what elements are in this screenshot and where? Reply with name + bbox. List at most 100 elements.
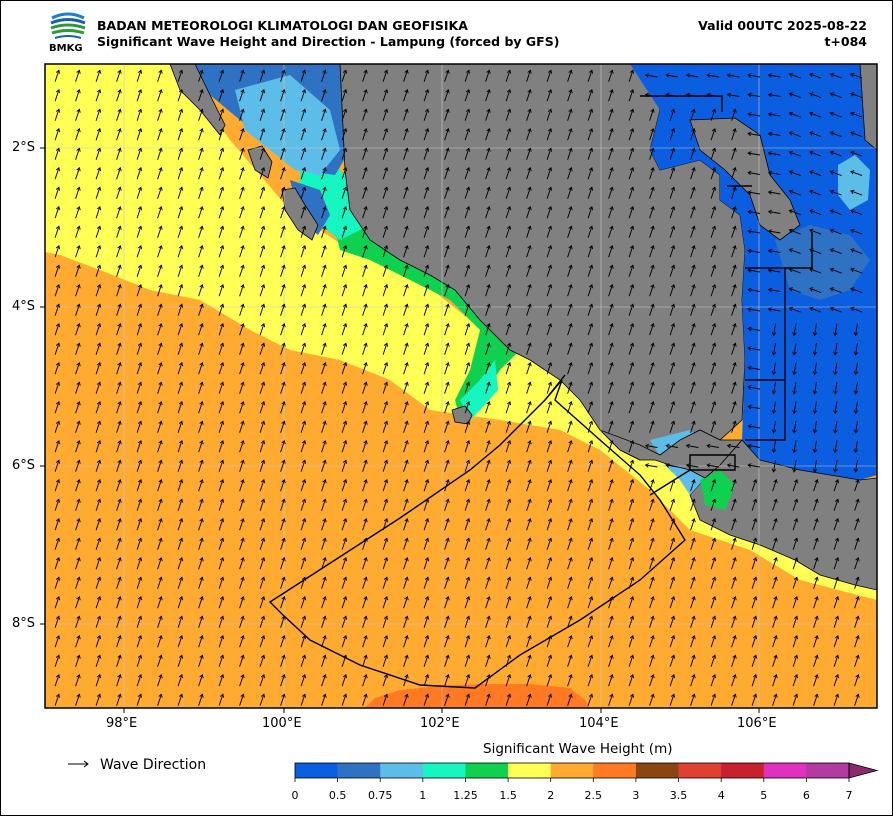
wave-arrow-head: [424, 693, 430, 698]
wave-arrow: [444, 655, 449, 667]
wave-arrow-head: [833, 332, 838, 337]
wave-arrow-head: [219, 244, 225, 250]
wave-arrow: [464, 616, 470, 628]
wave-arrow: [136, 382, 142, 394]
wave-arrow: [54, 635, 60, 648]
wave-arrow: [341, 362, 347, 375]
wave-arrow-head: [670, 576, 676, 581]
wave-arrow-head: [178, 127, 184, 133]
wave-arrow: [690, 655, 695, 667]
wave-arrow: [731, 206, 736, 219]
wave-arrow: [690, 616, 695, 628]
wave-arrow: [567, 187, 572, 199]
wave-arrow: [690, 694, 695, 706]
wave-arrow-head: [424, 654, 430, 659]
wave-arrow: [177, 557, 183, 570]
wave-arrow-head: [568, 537, 573, 542]
wave-arrow: [403, 206, 408, 219]
wave-arrow: [280, 538, 285, 550]
wave-arrow-head: [76, 205, 81, 211]
wave-arrow-head: [547, 147, 553, 152]
wave-arrow-head: [711, 498, 717, 503]
wave-arrow-head: [506, 108, 512, 113]
wave-arrow: [567, 226, 572, 238]
wave-arrow-head: [568, 147, 573, 152]
wave-arrow: [645, 74, 658, 78]
wave-arrow-head: [650, 634, 655, 640]
wave-arrow: [485, 440, 490, 453]
wave-arrow-head: [76, 673, 81, 679]
wave-arrow: [546, 596, 552, 609]
wave-arrow-head: [240, 283, 245, 289]
wave-arrow-head: [117, 166, 122, 172]
wave-arrow: [833, 655, 839, 667]
wave-arrow: [628, 187, 634, 199]
wave-arrow-head: [445, 69, 450, 74]
wave-arrow-head: [829, 248, 834, 253]
wave-arrow: [546, 616, 552, 628]
wave-arrow-head: [137, 88, 143, 94]
wave-arrow: [546, 538, 552, 550]
boundary-java-sea: [640, 95, 813, 441]
wave-arrow-head: [219, 400, 225, 406]
wave-arrow: [95, 109, 101, 121]
wave-arrow-head: [301, 244, 307, 250]
wave-arrow-head: [773, 556, 778, 562]
wave-arrow-head: [322, 615, 327, 620]
wave-arrow: [362, 518, 367, 531]
wave-arrow-head: [404, 615, 409, 620]
wave-arrow-head: [527, 69, 532, 74]
wave-arrow-head: [506, 459, 512, 464]
wave-arrow-head: [465, 595, 471, 601]
wave-arrow: [341, 596, 347, 609]
wave-arrow: [649, 577, 654, 589]
wave-arrow: [259, 401, 265, 414]
wave-arrow-head: [260, 186, 266, 191]
wave-arrow-head: [644, 443, 649, 449]
wave-arrow-head: [281, 634, 286, 640]
wave-arrow-head: [178, 400, 184, 406]
wave-arrow: [793, 401, 797, 414]
wave-arrow: [649, 499, 654, 511]
wave-arrow-head: [404, 478, 409, 484]
wave-arrow-head: [568, 459, 573, 464]
wave-arrow: [608, 362, 613, 375]
wave-arrow-head: [547, 654, 553, 659]
wave-arrow-head: [650, 615, 655, 620]
wave-arrow: [505, 284, 511, 297]
wave-arrow: [464, 499, 470, 511]
wave-arrow: [567, 265, 572, 277]
wave-arrow-head: [486, 186, 491, 191]
wave-arrow: [608, 128, 613, 141]
wave-arrow: [834, 343, 838, 355]
wave-arrow: [751, 538, 757, 550]
wave-arrow-head: [301, 400, 307, 406]
wave-arrow: [95, 577, 101, 589]
wave-arrow: [444, 421, 449, 433]
wave-arrow: [686, 464, 699, 468]
wave-arrow-head: [383, 283, 389, 289]
wave-arrow-head: [137, 342, 143, 347]
wave-arrow: [587, 323, 593, 336]
wave-arrow-head: [788, 111, 793, 116]
wave-arrow: [485, 655, 490, 667]
wave-arrow-head: [240, 576, 245, 581]
wave-arrow-head: [814, 517, 819, 523]
wave-arrow-head: [260, 537, 266, 542]
wave-arrow-head: [424, 537, 430, 542]
wave-arrow: [628, 284, 634, 297]
wave-arrow: [485, 616, 490, 628]
wave-arrow-head: [834, 673, 840, 679]
wave-arrow-head: [117, 283, 122, 289]
wave-arrow-head: [767, 170, 772, 176]
wave-arrow-head: [96, 303, 102, 308]
wave-arrow-head: [506, 693, 512, 698]
wave-arrow: [789, 307, 801, 313]
wave-arrow: [690, 577, 695, 589]
wave-arrow-head: [629, 264, 635, 269]
wave-arrow: [423, 148, 429, 160]
wave-arrow-head: [117, 673, 122, 679]
wave-arrow: [485, 479, 490, 492]
wave-arrow: [198, 206, 203, 219]
wave-arrow: [505, 401, 511, 414]
